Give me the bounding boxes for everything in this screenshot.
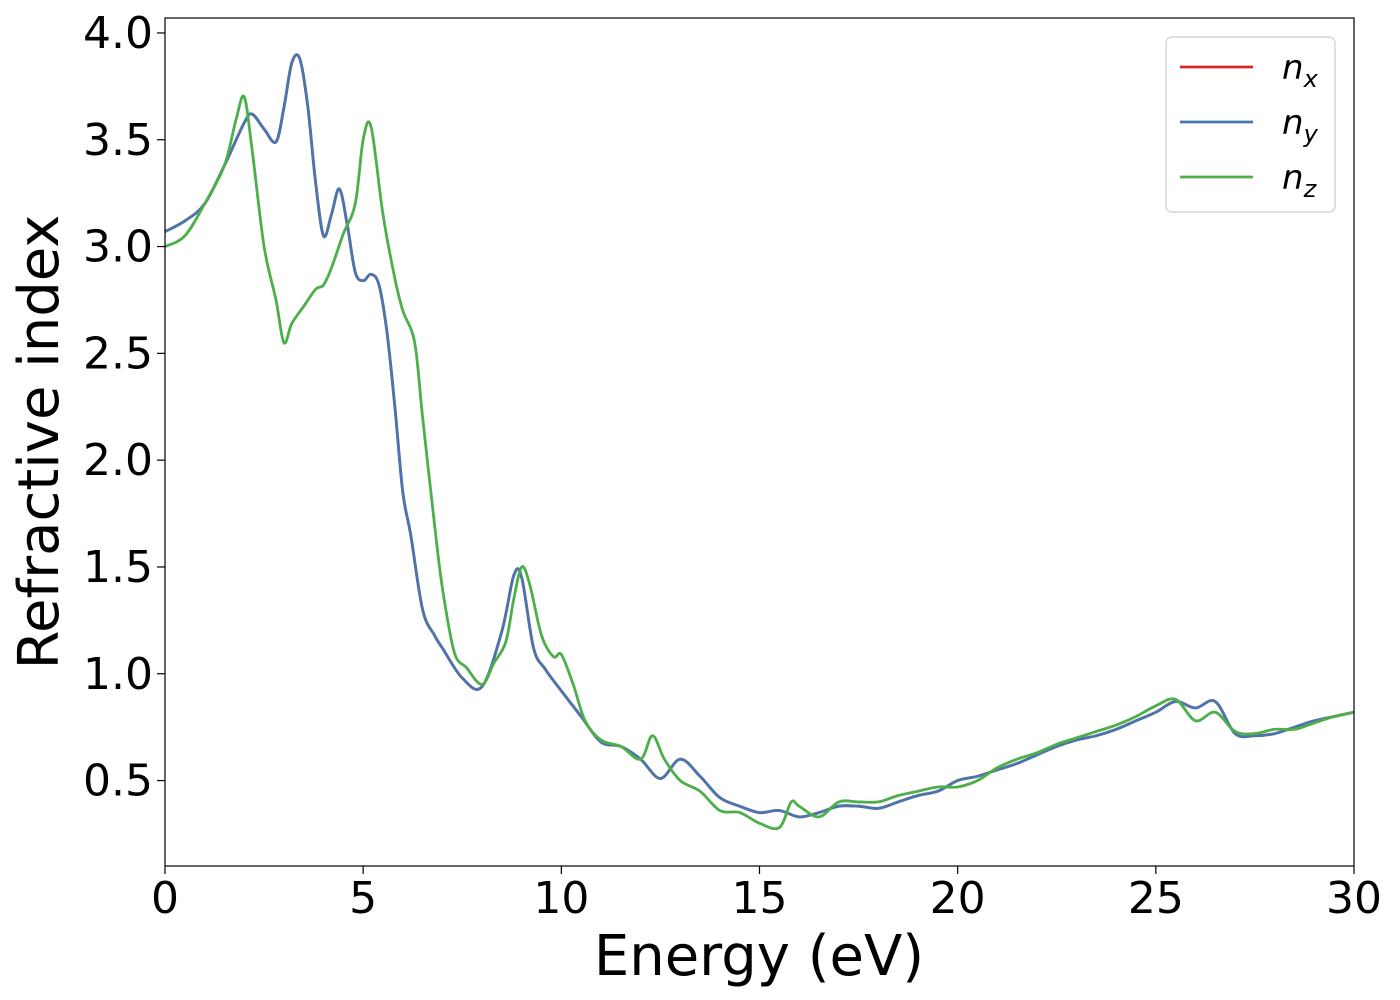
y-tick-label: 2.0 [83, 435, 153, 486]
x-tick-label: 20 [930, 873, 986, 924]
legend-label-z: nz [1282, 158, 1318, 203]
y-tick-label: 4.0 [83, 8, 153, 59]
x-axis: 0 5 10 15 20 25 30 [151, 866, 1382, 924]
x-tick-label: 5 [349, 873, 377, 924]
y-tick-label: 3.0 [83, 222, 153, 273]
y-tick-label: 1.0 [83, 649, 153, 700]
legend-box [1165, 36, 1336, 213]
legend-label-x: nx [1282, 48, 1319, 93]
x-tick-label: 25 [1128, 873, 1184, 924]
y-tick-label: 0.5 [83, 756, 153, 807]
y-tick-label: 1.5 [83, 542, 153, 593]
y-tick-label: 3.5 [83, 115, 153, 166]
x-tick-label: 30 [1326, 873, 1382, 924]
y-axis-label: Refractive index [7, 215, 72, 670]
y-axis: 0.5 1.0 1.5 2.0 2.5 3.0 3.5 4.0 [83, 8, 165, 807]
x-tick-label: 10 [533, 873, 589, 924]
series-line-y [165, 53, 1354, 819]
series-line-z [165, 94, 1354, 831]
legend-label-y: ny [1282, 103, 1319, 148]
x-tick-label: 15 [732, 873, 788, 924]
legend: nx ny nz [1165, 36, 1336, 213]
x-axis-label: Energy (eV) [594, 924, 924, 989]
y-tick-label: 2.5 [83, 328, 153, 379]
series-layer [165, 53, 1354, 831]
x-tick-label: 0 [151, 873, 179, 924]
